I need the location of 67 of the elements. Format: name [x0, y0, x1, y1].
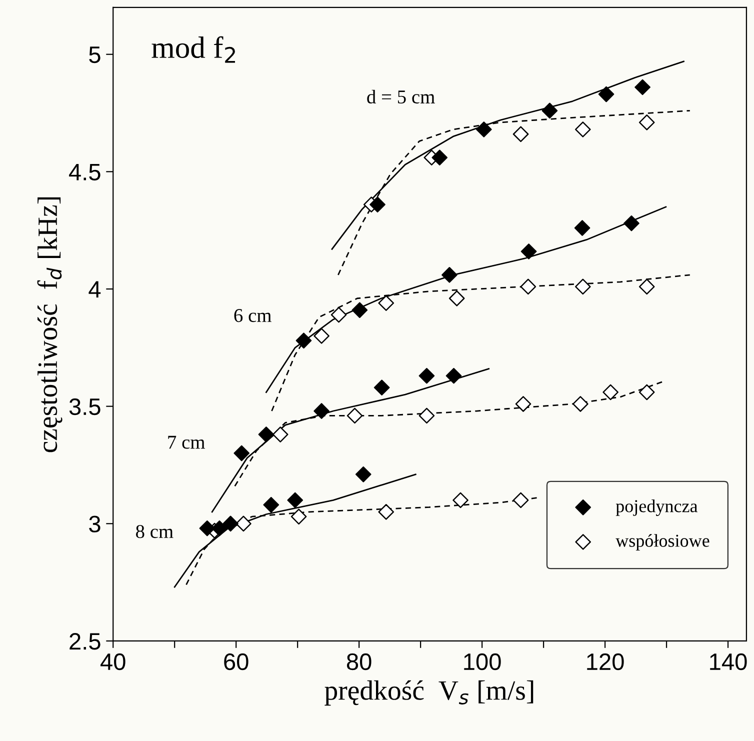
point	[432, 150, 448, 166]
point	[520, 278, 536, 295]
point	[272, 426, 288, 442]
y-axis-title: częstotliwość f$_{d}$ [kHz]	[37, 197, 62, 452]
point	[598, 86, 614, 102]
point	[574, 220, 590, 236]
point	[378, 504, 394, 520]
point	[515, 396, 532, 412]
point	[574, 278, 591, 295]
x-tick-label: 60	[224, 653, 248, 670]
point	[314, 403, 330, 419]
point	[199, 520, 216, 536]
point	[638, 278, 655, 295]
point	[258, 426, 274, 442]
point	[287, 492, 304, 508]
y-tick-label: 3.5	[69, 398, 100, 416]
point	[512, 492, 529, 508]
point	[624, 215, 640, 232]
point	[352, 302, 368, 318]
point	[542, 102, 558, 119]
point	[512, 126, 529, 142]
point	[448, 290, 465, 306]
point	[452, 492, 468, 508]
point	[234, 445, 250, 462]
annotation: 6 cm	[234, 309, 272, 322]
x-tick-label: 80	[346, 653, 372, 670]
annotation: 7 cm	[168, 436, 205, 449]
x-tick-label: 40	[100, 653, 126, 670]
y-tick-label: 4.5	[69, 164, 100, 180]
point	[355, 466, 372, 482]
point	[476, 122, 492, 138]
point	[296, 332, 312, 349]
y-tick-label: 5	[89, 46, 100, 64]
annotation: d = 5 cm	[367, 90, 435, 104]
annotation: 8 cm	[136, 525, 174, 538]
point	[638, 114, 655, 130]
point	[290, 508, 307, 525]
point	[520, 244, 537, 260]
point	[418, 408, 435, 424]
point	[418, 368, 435, 384]
point	[222, 516, 238, 532]
point	[314, 328, 330, 344]
point	[572, 396, 588, 412]
point	[212, 520, 228, 536]
point	[602, 384, 618, 400]
y-tick-label: 2.5	[70, 633, 100, 650]
point	[263, 496, 280, 513]
x-axis-title: prędkość V$_{s}$ [m/s]	[324, 680, 534, 706]
y-tick-label: 3	[89, 516, 100, 532]
annotation: mod f$_{2}$	[152, 36, 235, 63]
point	[574, 122, 591, 138]
point	[638, 384, 655, 400]
x-tick-label: 120	[587, 653, 624, 670]
point	[446, 368, 462, 384]
point	[236, 516, 252, 532]
point	[374, 380, 390, 396]
x-tick-label: 100	[464, 653, 501, 670]
x-tick-label: 140	[710, 653, 747, 670]
point	[330, 306, 347, 323]
y-tick-label: 4	[88, 281, 101, 298]
point	[378, 295, 394, 311]
point	[442, 267, 458, 283]
point	[370, 196, 386, 212]
legend-label: współosiowe	[616, 534, 710, 551]
point	[346, 408, 363, 424]
legend-label: pojedyncza	[616, 500, 698, 516]
point	[634, 79, 650, 96]
